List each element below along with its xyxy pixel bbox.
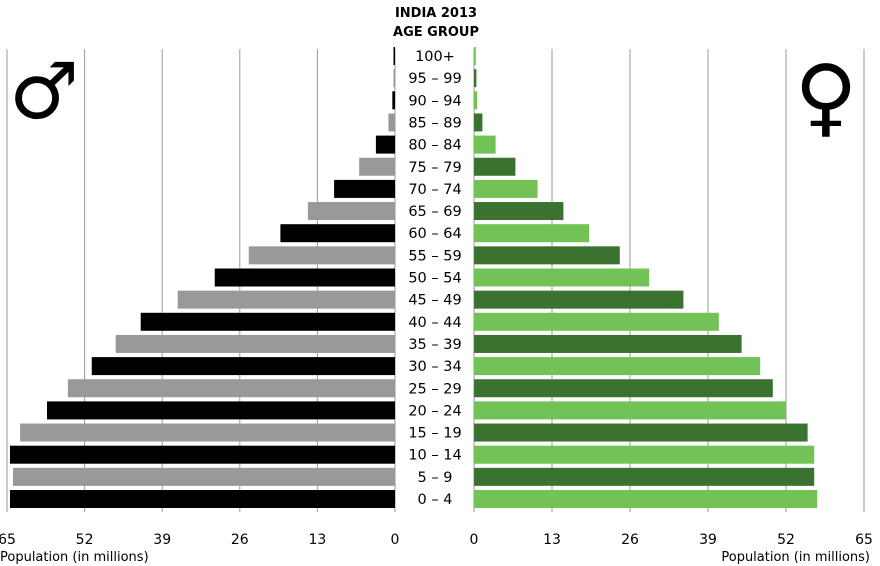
- age-group-label: 40 – 44: [408, 315, 461, 331]
- age-group-label: 45 – 49: [408, 293, 461, 309]
- female-bar-45 – 49: [474, 290, 684, 309]
- female-symbol-icon: ♀: [795, 47, 858, 147]
- x-tick-left: 13: [308, 532, 326, 548]
- male-bar-50 – 54: [214, 268, 395, 287]
- female-bar-60 – 64: [474, 224, 590, 243]
- female-bar-75 – 79: [474, 157, 516, 176]
- female-bar-95 – 99: [474, 69, 477, 88]
- chart-title-line-2: AGE GROUP: [393, 25, 479, 40]
- male-bar-25 – 29: [67, 379, 395, 398]
- x-tick-left: 26: [231, 532, 249, 548]
- age-group-label: 60 – 64: [408, 226, 461, 242]
- x-axis-label-right: Population (in millions): [721, 550, 870, 565]
- age-group-label: 75 – 79: [408, 160, 461, 176]
- female-bar-65 – 69: [474, 202, 564, 221]
- male-bar-55 – 59: [248, 246, 395, 265]
- age-group-label: 70 – 74: [408, 182, 461, 198]
- male-bar-90 – 94: [392, 91, 395, 110]
- female-bar-25 – 29: [474, 379, 773, 398]
- bars: [9, 47, 818, 508]
- x-tick-left: 52: [76, 532, 94, 548]
- age-group-label: 50 – 54: [408, 271, 461, 287]
- axis-tick-labels: 65 52 39 26 13 0 0 13 26 39 52 65: [0, 532, 873, 548]
- age-group-label: 80 – 84: [408, 138, 461, 154]
- male-bar-85 – 89: [388, 113, 395, 132]
- female-bar-80 – 84: [474, 135, 496, 154]
- female-bar-10 – 14: [474, 445, 815, 464]
- chart-title-line-1: INDIA 2013: [395, 6, 477, 21]
- male-symbol-icon: ♂: [9, 47, 79, 137]
- male-bar-70 – 74: [334, 179, 395, 198]
- male-bar-30 – 34: [91, 357, 396, 376]
- age-group-label: 5 – 9: [418, 470, 453, 486]
- male-bar-75 – 79: [359, 157, 395, 176]
- age-group-label: 15 – 19: [408, 426, 461, 442]
- male-bar-5 – 9: [12, 467, 395, 486]
- female-bar-0 – 4: [474, 490, 818, 508]
- male-bar-40 – 44: [140, 312, 395, 331]
- female-bar-50 – 54: [474, 268, 650, 287]
- x-tick-right: 26: [621, 532, 639, 548]
- male-bar-15 – 19: [20, 423, 396, 442]
- age-group-label: 100+: [415, 49, 455, 65]
- female-bar-100+: [474, 47, 476, 65]
- age-group-label: 0 – 4: [418, 492, 453, 508]
- age-group-label: 65 – 69: [408, 204, 461, 220]
- age-group-label: 10 – 14: [408, 448, 461, 464]
- age-group-label: 35 – 39: [408, 337, 461, 353]
- female-bar-20 – 24: [474, 401, 786, 420]
- x-tick-left: 0: [391, 532, 400, 548]
- female-bar-40 – 44: [474, 312, 719, 331]
- x-tick-right: 0: [470, 532, 479, 548]
- female-bar-70 – 74: [474, 179, 538, 198]
- age-group-label: 30 – 34: [408, 359, 461, 375]
- female-bar-90 – 94: [474, 91, 477, 110]
- x-tick-left: 39: [153, 532, 171, 548]
- male-bar-45 – 49: [177, 290, 395, 309]
- age-group-label: 95 – 99: [408, 71, 461, 87]
- female-bar-5 – 9: [474, 467, 815, 486]
- male-bar-60 – 64: [280, 224, 395, 243]
- x-tick-right: 52: [777, 532, 795, 548]
- x-axis-label-left: Population (in millions): [0, 550, 149, 565]
- age-group-label: 90 – 94: [408, 93, 461, 109]
- male-bar-0 – 4: [9, 490, 395, 508]
- x-tick-left: 65: [0, 532, 16, 548]
- male-bar-20 – 24: [46, 401, 396, 420]
- female-bar-85 – 89: [474, 113, 483, 132]
- male-bar-65 – 69: [307, 202, 395, 221]
- male-bar-100+: [393, 47, 395, 65]
- x-tick-right: 39: [699, 532, 717, 548]
- male-bar-35 – 39: [115, 334, 395, 353]
- age-group-label: 55 – 59: [408, 248, 461, 264]
- male-bar-95 – 99: [393, 69, 395, 88]
- age-group-label: 25 – 29: [408, 381, 461, 397]
- age-group-label: 20 – 24: [408, 403, 461, 419]
- age-group-labels: 0 – 4 5 – 9 10 – 14 15 – 19 20 – 24 25 – 29 30…: [408, 49, 461, 508]
- age-group-label: 85 – 89: [408, 115, 461, 131]
- female-bar-15 – 19: [474, 423, 808, 442]
- x-tick-right: 13: [543, 532, 561, 548]
- male-bar-10 – 14: [9, 445, 395, 464]
- female-bar-30 – 34: [474, 357, 761, 376]
- male-bar-80 – 84: [375, 135, 395, 154]
- female-bar-55 – 59: [474, 246, 620, 265]
- female-bar-35 – 39: [474, 334, 742, 353]
- x-tick-right: 65: [855, 532, 873, 548]
